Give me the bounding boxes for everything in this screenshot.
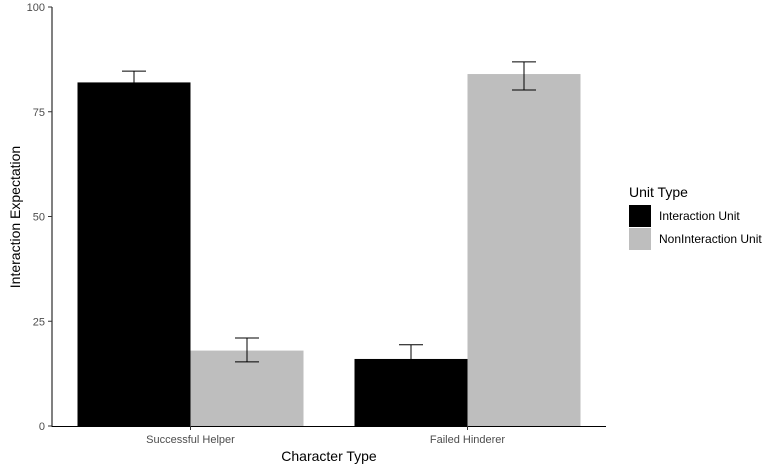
x-axis-title: Character Type — [281, 448, 377, 464]
y-tick-label: 50 — [33, 212, 45, 224]
bar-noninteraction-unit-failed-hinderer — [467, 74, 581, 426]
legend-label-interaction-unit: Interaction Unit — [659, 209, 740, 223]
errorbar-interaction-unit-successful-helper — [122, 70, 146, 88]
legend-label-noninteraction-unit: NonInteraction Unit — [659, 232, 762, 246]
x-ticks: Successful Helper Failed Hinderer — [146, 426, 505, 446]
y-tick-label: 0 — [39, 421, 45, 433]
errorbars-layer — [122, 61, 536, 373]
errorbar-noninteraction-unit-successful-helper — [235, 337, 259, 363]
bars-layer — [77, 74, 581, 427]
x-tick-label: Failed Hinderer — [430, 434, 506, 446]
errorbar-noninteraction-unit-failed-hinderer — [512, 61, 536, 91]
legend-key-noninteraction-unit — [629, 228, 651, 250]
x-tick-label: Successful Helper — [146, 434, 235, 446]
legend-key-interaction-unit — [629, 205, 651, 227]
errorbar-interaction-unit-failed-hinderer — [399, 344, 423, 373]
bar-noninteraction-unit-successful-helper — [190, 350, 304, 426]
y-axis-title: Interaction Expectation — [7, 146, 23, 288]
y-tick-label: 100 — [27, 2, 45, 14]
y-tick-label: 25 — [33, 316, 45, 328]
legend: Unit Type Interaction Unit NonInteraction… — [629, 184, 762, 250]
y-ticks: 0 25 50 75 100 — [27, 2, 52, 433]
y-tick-label: 75 — [33, 107, 45, 119]
bar-interaction-unit-successful-helper — [77, 82, 191, 427]
legend-title: Unit Type — [629, 184, 688, 200]
